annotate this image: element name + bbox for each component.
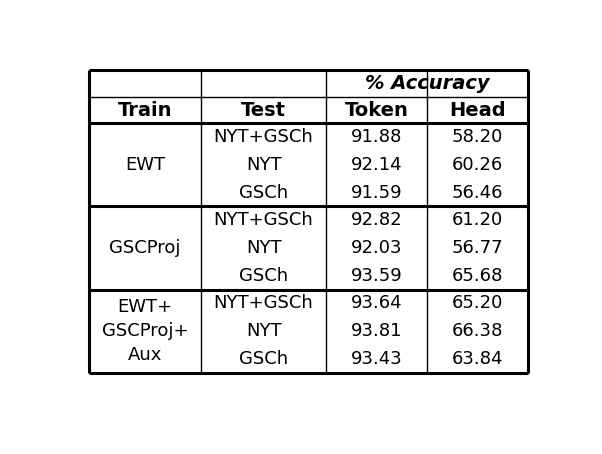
Text: NYT: NYT	[246, 239, 281, 257]
Text: 92.14: 92.14	[351, 156, 402, 174]
Text: Head: Head	[449, 101, 506, 119]
Text: Test: Test	[241, 101, 286, 119]
Text: Train: Train	[118, 101, 172, 119]
Text: % Accuracy: % Accuracy	[365, 74, 489, 93]
Text: GSCh: GSCh	[239, 350, 288, 368]
Text: 65.68: 65.68	[452, 266, 503, 285]
Text: GSCh: GSCh	[239, 266, 288, 285]
Text: 92.03: 92.03	[351, 239, 402, 257]
Text: NYT+GSCh: NYT+GSCh	[214, 128, 314, 146]
Text: EWT: EWT	[125, 156, 165, 174]
Text: 93.64: 93.64	[351, 294, 402, 312]
Text: NYT+GSCh: NYT+GSCh	[214, 211, 314, 229]
Text: NYT: NYT	[246, 156, 281, 174]
Text: 56.77: 56.77	[452, 239, 503, 257]
Text: 56.46: 56.46	[452, 184, 503, 202]
Text: 60.26: 60.26	[452, 156, 503, 174]
Text: 65.20: 65.20	[452, 294, 503, 312]
Text: 93.43: 93.43	[350, 350, 402, 368]
Text: 63.84: 63.84	[452, 350, 503, 368]
Text: GSCh: GSCh	[239, 184, 288, 202]
Text: 93.59: 93.59	[350, 266, 402, 285]
Text: 58.20: 58.20	[452, 128, 503, 146]
Text: 91.88: 91.88	[351, 128, 402, 146]
Text: EWT+
GSCProj+
Aux: EWT+ GSCProj+ Aux	[102, 298, 188, 364]
Text: 92.82: 92.82	[351, 211, 402, 229]
Text: 66.38: 66.38	[452, 322, 503, 340]
Text: GSCProj: GSCProj	[110, 239, 181, 257]
Text: 91.59: 91.59	[351, 184, 402, 202]
Text: Token: Token	[344, 101, 408, 119]
Text: NYT+GSCh: NYT+GSCh	[214, 294, 314, 312]
Text: NYT: NYT	[246, 322, 281, 340]
Text: 93.81: 93.81	[351, 322, 402, 340]
Text: 61.20: 61.20	[452, 211, 503, 229]
